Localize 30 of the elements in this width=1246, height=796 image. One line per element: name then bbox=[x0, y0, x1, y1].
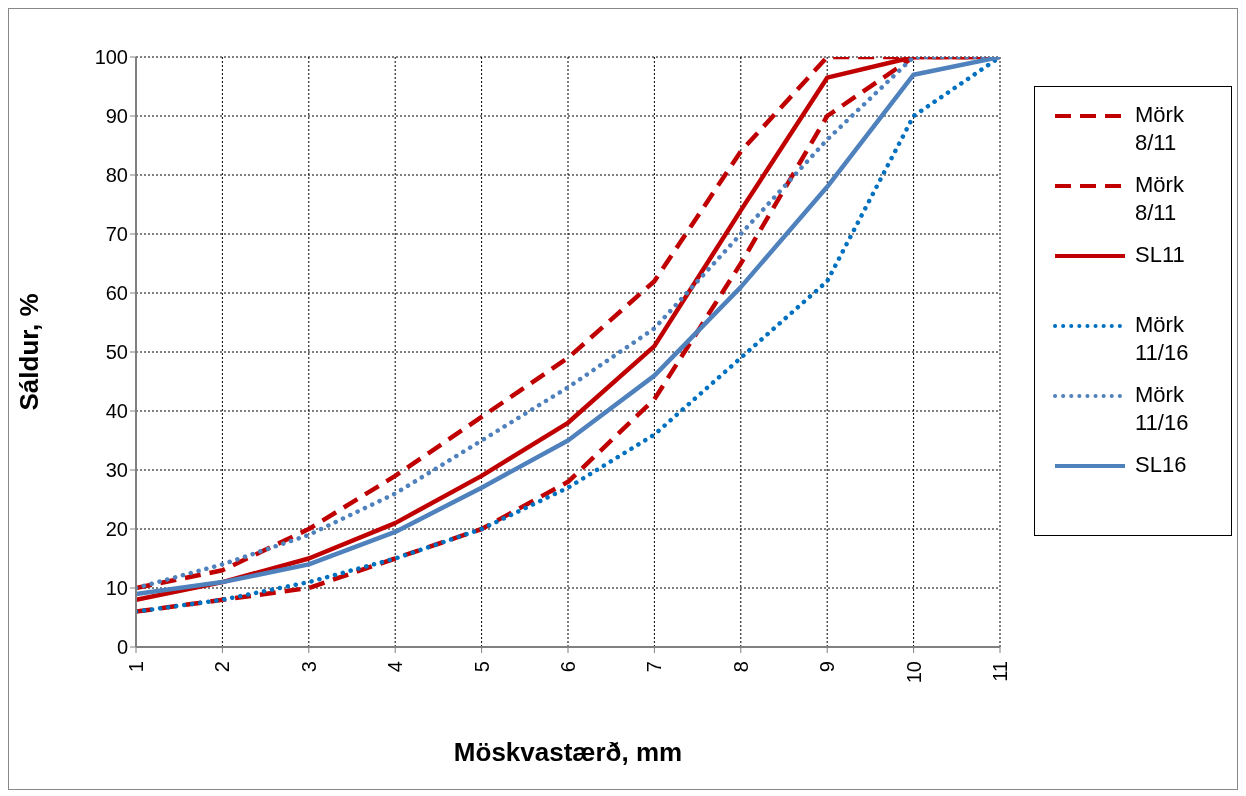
legend-label: Mörk 11/16 bbox=[1135, 311, 1190, 367]
x-tick-label: 10 bbox=[902, 661, 925, 684]
y-tick-label: 100 bbox=[94, 46, 128, 69]
x-tick-label: 7 bbox=[643, 661, 666, 673]
y-tick-label: 80 bbox=[105, 164, 128, 187]
y-tick-label: 20 bbox=[105, 518, 128, 541]
x-tick-label: 6 bbox=[557, 661, 579, 673]
x-tick-label: 2 bbox=[211, 661, 234, 673]
y-tick-label: 40 bbox=[105, 400, 128, 423]
x-axis-title: Möskvastærð, mm bbox=[453, 737, 683, 767]
y-tick-label: 10 bbox=[105, 577, 128, 600]
x-tick-label: 1 bbox=[125, 661, 147, 673]
x-tick-label: 11 bbox=[989, 661, 1011, 682]
y-tick-label: 70 bbox=[105, 223, 128, 246]
legend-label: Mörk 11/16 bbox=[1135, 381, 1190, 437]
legend-label: Mörk 8/11 bbox=[1135, 101, 1185, 157]
y-tick-label: 50 bbox=[105, 341, 128, 364]
x-tick-label: 3 bbox=[297, 661, 320, 673]
legend-label: SL16 bbox=[1135, 451, 1188, 479]
x-tick-label: 9 bbox=[816, 661, 839, 673]
y-tick-label: 0 bbox=[116, 636, 128, 659]
legend-label: Mörk 8/11 bbox=[1135, 171, 1185, 227]
x-tick-label: 5 bbox=[470, 661, 493, 673]
x-tick-label: 8 bbox=[729, 661, 752, 673]
y-tick-label: 30 bbox=[105, 459, 128, 482]
y-tick-label: 90 bbox=[105, 105, 128, 128]
x-tick-label: 4 bbox=[384, 661, 407, 673]
y-tick-label: 60 bbox=[105, 282, 128, 305]
y-axis-title: Sáldur, % bbox=[14, 293, 45, 411]
legend-label: SL11 bbox=[1135, 241, 1186, 269]
